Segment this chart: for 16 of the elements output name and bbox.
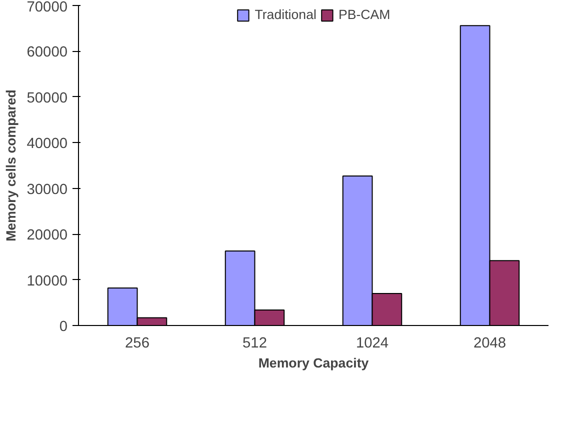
x-tick-label: 2048 xyxy=(473,336,506,352)
y-tick-label: 0 xyxy=(59,319,68,335)
y-tick-label: 50000 xyxy=(26,90,68,106)
y-tick-label: 30000 xyxy=(26,182,68,198)
y-tick-label: 70000 xyxy=(26,0,68,16)
y-axis-title: Memory cells compared xyxy=(4,90,19,242)
x-tick-label: 256 xyxy=(125,336,150,352)
legend-label: Traditional xyxy=(254,7,316,22)
y-tick-label: 60000 xyxy=(26,44,68,61)
x-tick-label: 1024 xyxy=(356,336,389,352)
y-tick-label: 20000 xyxy=(26,228,68,244)
x-axis-title: Memory Capacity xyxy=(258,356,370,370)
x-tick-label: 512 xyxy=(242,336,267,352)
y-tick-label: 10000 xyxy=(26,273,68,290)
legend-label: PB-CAM xyxy=(338,7,390,22)
y-tick-label: 40000 xyxy=(26,136,68,152)
